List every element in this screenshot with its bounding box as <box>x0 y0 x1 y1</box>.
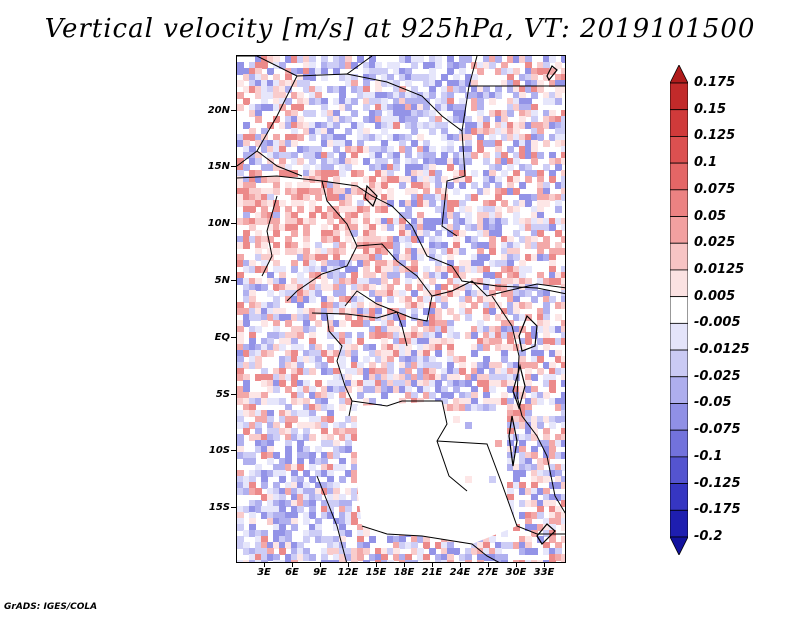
colorbar-label: 0.0125 <box>694 261 745 277</box>
lat-label-eq: EQ <box>214 332 230 343</box>
colorbar-label: -0.1 <box>694 448 723 464</box>
colorbar-label: -0.2 <box>694 529 723 544</box>
colorbar-swatch <box>670 349 688 378</box>
lat-tick <box>231 394 236 395</box>
colorbar-swatch <box>670 483 688 511</box>
lon-tick <box>264 563 265 567</box>
lon-tick <box>376 563 377 567</box>
lon-label-30e: 30E <box>505 567 527 578</box>
lon-tick <box>432 563 433 567</box>
colorbar-label: -0.075 <box>694 422 741 438</box>
colorbar-label: -0.175 <box>694 502 741 518</box>
colorbar-swatch <box>670 403 688 431</box>
lon-tick <box>544 563 545 567</box>
map-title: Vertical velocity [m/s] at 925hPa, VT: 2… <box>44 14 756 44</box>
colorbar-label: 0.025 <box>694 235 736 251</box>
colorbar-label: 0.125 <box>694 128 736 144</box>
white-calm-region <box>357 401 517 544</box>
vertical-velocity-field <box>237 56 565 562</box>
lon-label-21e: 21E <box>421 567 443 578</box>
colorbar-label: 0.15 <box>694 101 727 117</box>
colorbar-swatch <box>670 82 688 111</box>
lon-label-15e: 15E <box>365 567 387 578</box>
lon-tick <box>292 563 293 567</box>
lat-tick <box>231 110 236 111</box>
lakes-and-coastline <box>364 65 558 545</box>
colorbar-label: 0.175 <box>694 75 736 90</box>
lon-label-12e: 12E <box>337 567 359 578</box>
lon-label-3e: 3E <box>257 567 271 578</box>
lon-tick <box>516 563 517 567</box>
lon-label-24e: 24E <box>449 567 471 578</box>
grads-credit: GrADS: IGES/COLA <box>4 602 98 612</box>
colorbar-label: -0.125 <box>694 475 741 491</box>
lon-tick <box>320 563 321 567</box>
lon-tick <box>348 563 349 567</box>
lat-tick <box>231 223 236 224</box>
lat-label-5n: 5N <box>214 275 230 286</box>
colorbar-label: -0.05 <box>694 395 732 411</box>
lon-label-9e: 9E <box>313 567 327 578</box>
lat-label-15s: 15S <box>208 502 230 513</box>
lon-label-33e: 33E <box>533 567 555 578</box>
lat-label-5s: 5S <box>215 389 230 400</box>
lon-tick <box>488 563 489 567</box>
colorbar-swatch <box>670 296 688 324</box>
lon-tick <box>404 563 405 567</box>
colorbar-top-arrow <box>670 65 688 84</box>
colorbar-swatch <box>670 429 688 458</box>
colorbar-swatch <box>670 216 688 244</box>
colorbar-swatch <box>670 509 688 538</box>
lat-tick <box>231 166 236 167</box>
lon-tick <box>460 563 461 567</box>
colorbar-swatch <box>670 136 688 164</box>
lon-label-27e: 27E <box>477 567 499 578</box>
colorbar-label: 0.005 <box>694 288 736 304</box>
lat-tick <box>231 280 236 281</box>
colorbar-label: -0.005 <box>694 315 741 331</box>
velocity-shading <box>237 56 565 562</box>
lat-tick <box>231 337 236 338</box>
colorbar-label: 0.1 <box>694 155 718 171</box>
colorbar <box>670 65 688 555</box>
colorbar-swatch <box>670 189 688 217</box>
lat-label-10s: 10S <box>208 445 230 456</box>
colorbar-swatch <box>670 162 688 191</box>
lon-label-6e: 6E <box>285 567 299 578</box>
colorbar-label: 0.05 <box>694 208 727 224</box>
colorbar-label: 0.075 <box>694 181 736 197</box>
colorbar-swatch <box>670 322 688 351</box>
map-plot-area <box>236 55 566 563</box>
colorbar-swatch <box>670 242 688 271</box>
lat-label-20n: 20N <box>207 105 230 116</box>
colorbar-swatch <box>670 109 688 137</box>
colorbar-swatch <box>670 269 688 298</box>
colorbar-label: -0.0125 <box>694 342 750 358</box>
colorbar-swatch <box>670 376 688 404</box>
lon-label-18e: 18E <box>393 567 415 578</box>
lat-label-10n: 10N <box>207 218 230 229</box>
lat-tick <box>231 450 236 451</box>
lat-tick <box>231 507 236 508</box>
lat-label-15n: 15N <box>207 161 230 172</box>
colorbar-bottom-arrow <box>670 536 688 555</box>
colorbar-swatch <box>670 456 688 484</box>
country-borders <box>237 56 565 562</box>
colorbar-label: -0.025 <box>694 368 741 384</box>
